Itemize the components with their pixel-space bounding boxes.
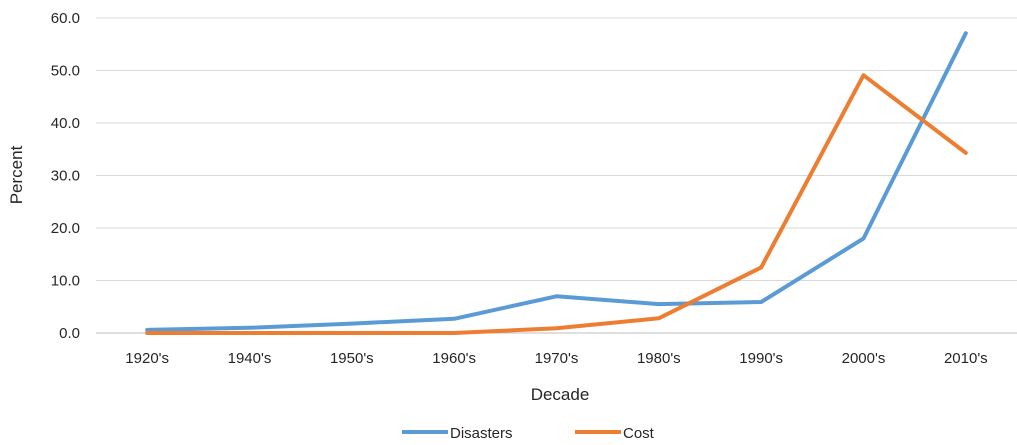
x-tick-label: 1960's — [432, 350, 476, 367]
legend: Disasters Cost — [402, 425, 655, 442]
x-tick-label: 1970's — [535, 350, 579, 367]
y-tick-label: 20.0 — [51, 220, 80, 237]
y-axis-title: Percent — [7, 145, 26, 204]
x-axis-title: Decade — [531, 385, 590, 404]
x-tick-label: 1990's — [739, 350, 783, 367]
series-lines — [145, 31, 968, 335]
x-tick-label: 1950's — [330, 350, 374, 367]
y-tick-label: 10.0 — [51, 273, 80, 290]
x-axis-ticks: 1920's 1940's 1950's 1960's 1970's 1980's 1990… — [125, 350, 987, 367]
x-tick-label: 1920's — [125, 350, 169, 367]
y-tick-label: 0.0 — [59, 325, 80, 342]
series-line-disasters — [145, 31, 968, 332]
x-tick-label: 1980's — [637, 350, 681, 367]
x-tick-label: 2000's — [842, 350, 886, 367]
legend-label-cost: Cost — [623, 425, 655, 442]
legend-label-disasters: Disasters — [450, 425, 513, 442]
y-axis-ticks: 0.0 10.0 20.0 30.0 40.0 50.0 60.0 — [51, 10, 80, 342]
series-line-cost — [145, 73, 968, 335]
x-tick-label: 2010's — [944, 350, 988, 367]
y-tick-label: 40.0 — [51, 115, 80, 132]
y-tick-label: 50.0 — [51, 63, 80, 80]
y-tick-label: 30.0 — [51, 168, 80, 185]
gridlines — [96, 17, 1017, 334]
y-tick-label: 60.0 — [51, 10, 80, 27]
x-tick-label: 1940's — [228, 350, 272, 367]
